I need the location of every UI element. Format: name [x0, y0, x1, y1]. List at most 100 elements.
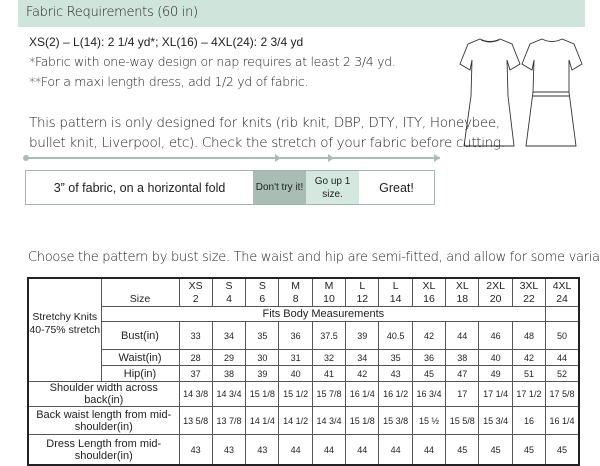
section-title: Fabric Requirements (60 in) [26, 5, 198, 20]
size-header-cell: M 10 [311, 277, 347, 307]
empty-cell [545, 306, 580, 322]
value-cell: 36 [411, 349, 447, 366]
value-cell: 14 3/4 [311, 406, 347, 435]
size-letter: L [392, 279, 399, 292]
nap-note: *Fabric with one-way design or nap requi… [29, 54, 396, 69]
value-cell: 30 [245, 349, 280, 366]
measurement-row: Hip(in) 37 38 39 40 41 42 43 45 47 49 51 52 [28, 365, 580, 382]
value-cell: 35 [378, 349, 413, 366]
size-number: 20 [489, 292, 502, 305]
value-cell: 40 [278, 365, 313, 382]
value-cell: 16 1/4 [345, 381, 380, 407]
stretch-great: Great! [359, 171, 434, 204]
size-letter: XL [455, 279, 469, 292]
size-letter: S [225, 279, 233, 292]
row-label: Shoulder width across back(in) [27, 381, 180, 407]
size-letter: XS [188, 279, 203, 292]
value-cell: 43 [378, 365, 413, 382]
value-cell: 42 [511, 349, 547, 366]
size-number: 18 [456, 292, 469, 305]
size-letter: M [291, 279, 301, 292]
value-cell: 16 [511, 406, 547, 435]
value-cell: 15 ½ [411, 406, 447, 435]
value-cell: 44 [545, 349, 580, 366]
size-number: 8 [292, 292, 299, 305]
stretch-guide: 3” of fabric, on a horizontal fold Don't… [25, 170, 435, 205]
value-cell: 15 1/2 [278, 381, 313, 407]
value-cell: 46 [478, 321, 513, 350]
value-cell: 34 [211, 321, 247, 350]
knits-text-1: This pattern is only designed for knits … [29, 115, 500, 131]
value-cell: 42 [345, 365, 380, 382]
size-number: 16 [423, 292, 435, 305]
size-letter: L [359, 279, 366, 292]
value-cell: 15 5/8 [445, 406, 480, 435]
value-cell: 15 3/4 [478, 406, 513, 435]
value-cell: 38 [445, 349, 480, 366]
value-cell: 35 [245, 321, 280, 350]
value-cell: 40.5 [378, 321, 413, 350]
value-cell: 13 5/8 [178, 406, 213, 435]
value-cell: 36 [278, 321, 313, 350]
knits-text-2: bullet knit, Liverpool, etc). Check the … [29, 135, 505, 151]
size-letter: XL [422, 279, 436, 292]
value-cell: 34 [345, 349, 380, 366]
size-header-cell: L 12 [345, 277, 380, 307]
size-letter: M [324, 279, 334, 292]
value-cell: 37 [178, 365, 213, 382]
section-header: Fabric Requirements (60 in) [18, 0, 585, 27]
value-cell: 52 [545, 365, 580, 382]
size-letter: 4XL [552, 279, 572, 292]
size-letter: S [258, 279, 266, 292]
fits-row: Fits Body Measurements [28, 306, 580, 322]
value-cell: 41 [311, 365, 347, 382]
size-header-cell: 2XL 20 [478, 277, 513, 307]
value-cell: 37.5 [311, 321, 347, 350]
value-cell: 15 1/8 [345, 406, 380, 435]
value-cell: 33 [178, 321, 213, 350]
value-cell: 51 [511, 365, 547, 382]
size-label: Size [100, 277, 180, 307]
dress-illustration-icon [459, 38, 583, 147]
yardage-text: XS(2) – L(14): 2 1/4 yd*; XL(16) – 4XL(2… [29, 35, 304, 49]
value-cell: 14 1/4 [245, 406, 280, 435]
value-cell: 48 [511, 321, 547, 350]
measurement-row: Back waist length from mid-shoulder(in) 1… [27, 406, 580, 435]
value-cell: 28 [178, 349, 213, 366]
value-cell: 47 [445, 365, 480, 382]
fits-label: Fits Body Measurements [100, 306, 547, 322]
stretch-go-up: Go up 1 size. [306, 171, 359, 204]
value-cell: 14 1/2 [278, 406, 313, 435]
size-header-cell: 4XL 24 [545, 277, 580, 307]
size-header-cell: XL 16 [411, 277, 447, 307]
value-cell: 13 7/8 [211, 406, 247, 435]
value-cell: 15 1/8 [245, 381, 280, 407]
size-number: 6 [259, 292, 266, 305]
value-cell: 31 [278, 349, 313, 366]
row-label: Waist(in) [100, 349, 180, 366]
maxi-note: **For a maxi length dress, add 1/2 yd of… [29, 74, 309, 89]
size-number: 2 [192, 292, 199, 305]
stretch-label: 3” of fabric, on a horizontal fold [26, 171, 253, 204]
value-cell: 40 [478, 349, 513, 366]
row-label: Back waist length from mid-shoulder(in) [27, 406, 180, 435]
size-number: 4 [226, 292, 232, 305]
value-cell: 49 [478, 365, 513, 382]
measurement-row: Shoulder width across back(in) 14 3/8 14 3… [27, 381, 580, 407]
value-cell: 44 [445, 321, 480, 350]
size-letter: 2XL [486, 279, 505, 292]
stretch-arrow-icon [23, 154, 440, 162]
value-cell: 17 1/4 [478, 381, 513, 407]
value-cell: 15 7/8 [311, 381, 347, 407]
size-number: 24 [556, 292, 568, 305]
value-cell: 15 3/8 [378, 406, 413, 435]
value-cell: 16 1/4 [545, 406, 580, 435]
size-header-row: Stretchy Knits 40-75% stretch Size XS 2 S 4 S 6… [27, 277, 580, 382]
size-number: 12 [356, 292, 369, 305]
fabric-group-label: Stretchy Knits 40-75% stretch [27, 277, 102, 382]
value-cell: 17 5/8 [545, 381, 580, 407]
value-cell: 38 [211, 365, 247, 382]
size-header-cell: 3XL 22 [511, 277, 547, 307]
